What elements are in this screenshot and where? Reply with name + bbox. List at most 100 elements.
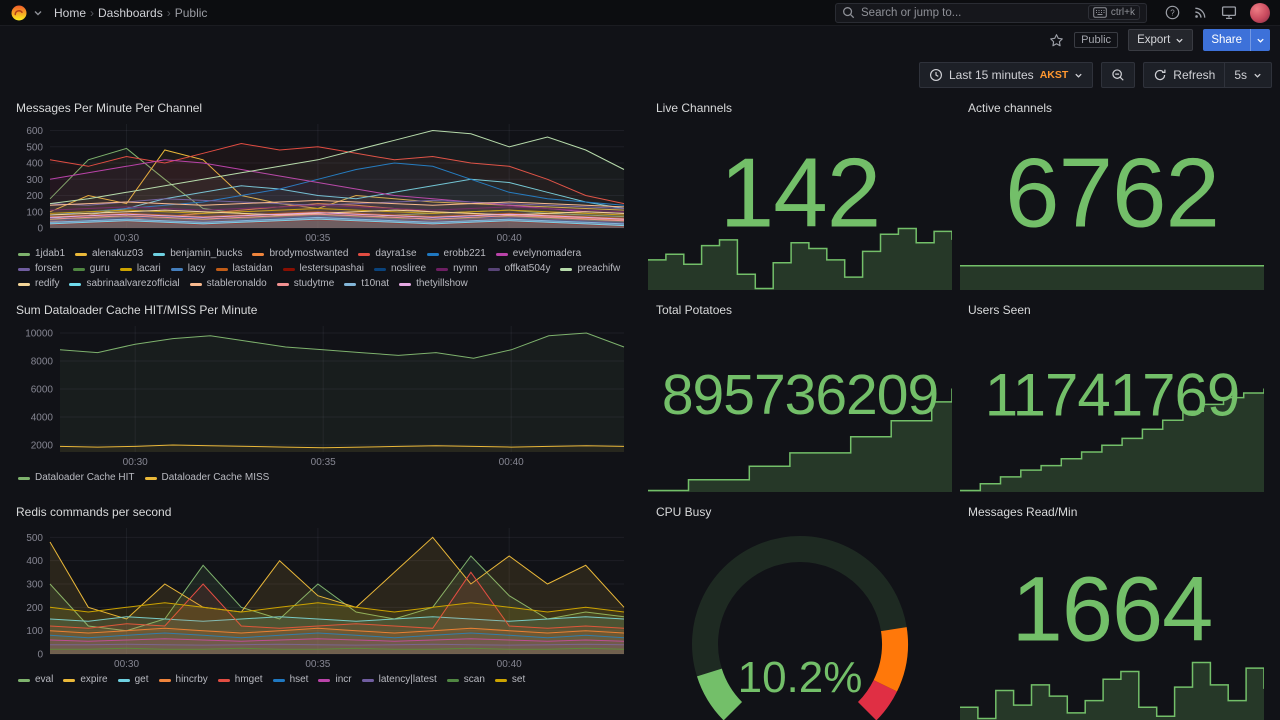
chart-legend: Dataloader Cache HIT Dataloader Cache MIS… [8,468,640,485]
export-button[interactable]: Export [1128,29,1194,51]
panel-title[interactable]: Redis commands per second [16,505,172,519]
legend-item[interactable]: hset [272,673,308,687]
timeseries-chart[interactable]: 0 100 200 300 400 500 600 00:30 00:35 00:40 [16,118,632,244]
legend-item[interactable]: incr [318,673,352,687]
time-range-picker[interactable]: Last 15 minutes AKST [918,62,1094,88]
export-label: Export [1137,34,1171,46]
legend-item[interactable]: hincrby [158,673,208,687]
legend-item[interactable]: forsen [18,262,63,276]
legend-item[interactable]: Dataloader Cache MISS [144,471,269,485]
panel-title[interactable]: Active channels [968,101,1053,115]
panel-messages-read: Messages Read/Min 1664 [960,500,1264,720]
zoom-out-button[interactable] [1101,62,1136,88]
legend-item[interactable]: latency|latest [361,673,437,687]
legend-item[interactable]: lacy [170,262,206,276]
panel-title[interactable]: Messages Read/Min [968,505,1078,519]
legend-item[interactable]: alenakuz03 [75,247,143,261]
legend-item[interactable]: erobb221 [426,247,486,261]
stat-value: 142 [719,137,882,248]
legend-item[interactable]: set [494,673,525,687]
legend-swatch [399,282,412,286]
refresh-interval-dropdown[interactable]: 5s [1224,62,1272,88]
svg-text:8000: 8000 [31,357,54,368]
visibility-tag[interactable]: Public [1074,32,1119,48]
panel-title[interactable]: Live Channels [656,101,733,115]
legend-item[interactable]: lacari [119,262,161,276]
legend-swatch [170,267,183,271]
legend-item[interactable]: nymn [436,262,478,276]
share-menu-button[interactable] [1250,29,1270,51]
legend-item[interactable]: thetyillshow [399,277,468,290]
legend-item[interactable]: preachifw [560,262,620,276]
zoom-out-icon [1112,69,1124,81]
svg-text:00:40: 00:40 [497,233,522,244]
legend-item[interactable]: studytme [276,277,334,290]
legend-item[interactable]: guru [72,262,110,276]
monitor-icon[interactable] [1221,5,1237,20]
panel-cpu-busy: CPU Busy 10.2% [648,500,952,720]
legend-item[interactable]: lastaidan [215,262,273,276]
legend-swatch [276,282,289,286]
share-button[interactable]: Share [1203,29,1250,51]
svg-text:100: 100 [26,626,43,637]
breadcrumb-dashboards[interactable]: Dashboards [98,5,163,20]
org-chevron-down-icon[interactable] [33,8,43,18]
grafana-logo[interactable] [10,4,28,22]
panel-title[interactable]: CPU Busy [656,505,712,519]
legend-swatch [158,678,171,682]
chart-legend: eval expire get hincrby hmget hset incr latency… [8,670,640,687]
legend-item[interactable]: lestersupashai [282,262,364,276]
legend-item[interactable]: offkat504y [487,262,550,276]
help-icon[interactable]: ? [1165,5,1180,20]
legend-item[interactable]: benjamin_bucks [153,247,242,261]
timeseries-chart[interactable]: 2000 4000 6000 8000 10000 00:30 00:35 00:40 [16,320,632,468]
chevron-down-icon [1075,73,1082,78]
search-input[interactable]: Search or jump to... ctrl+k [835,2,1147,23]
legend-item[interactable]: stableronaldo [189,277,267,290]
panel-title[interactable]: Total Potatoes [656,303,733,317]
svg-text:4000: 4000 [31,413,54,424]
breadcrumb-home[interactable]: Home [54,5,87,20]
legend-item[interactable]: hmget [217,673,263,687]
legend-item[interactable]: expire [63,673,108,687]
legend-swatch [153,252,166,256]
legend-item[interactable]: dayra1se [358,247,417,261]
star-icon[interactable] [1049,33,1064,48]
svg-text:00:30: 00:30 [114,659,139,670]
legend-item[interactable]: sabrinaalvarezofficial [69,277,180,290]
legend-item[interactable]: t10nat [344,277,389,290]
legend-item[interactable]: evelynomadera [495,247,581,261]
panel-title[interactable]: Users Seen [968,303,1031,317]
news-rss-icon[interactable] [1193,5,1208,20]
legend-label: nosliree [391,263,427,274]
legend-item[interactable]: redify [18,277,59,290]
breadcrumb-separator: › [166,5,171,20]
svg-text:100: 100 [26,207,43,218]
dashboard-grid: Messages Per Minute Per Channel 0 100 200 3… [8,96,1272,720]
svg-text:400: 400 [26,159,43,170]
user-avatar[interactable] [1250,2,1270,23]
breadcrumb-current[interactable]: Public [174,5,208,20]
refresh-button[interactable]: Refresh [1143,62,1225,88]
legend-item[interactable]: get [117,673,149,687]
legend-item[interactable]: eval [18,673,53,687]
legend-item[interactable]: nosliree [374,262,426,276]
legend-item[interactable]: brodymostwanted [252,247,348,261]
legend-item[interactable]: 1jdab1 [18,247,65,261]
legend-swatch [426,252,439,256]
breadcrumb-separator: › [90,5,95,20]
svg-text:00:40: 00:40 [497,659,522,670]
legend-swatch [144,476,157,480]
legend-swatch [374,267,387,271]
legend-item[interactable]: scan [446,673,485,687]
svg-text:6000: 6000 [31,385,54,396]
timeseries-chart[interactable]: 0 100 200 300 400 500 00:30 00:35 00:40 [16,522,632,670]
legend-label: lacari [136,263,161,274]
sparkline [960,264,1264,290]
panel-title[interactable]: Sum Dataloader Cache HIT/MISS Per Minute [16,303,258,317]
share-split-button: Share [1203,29,1270,51]
panel-title[interactable]: Messages Per Minute Per Channel [16,101,203,115]
legend-item[interactable]: Dataloader Cache HIT [18,471,135,485]
panel-redis-commands: Redis commands per second 0 100 200 300 400 5… [8,500,640,720]
legend-swatch [117,678,130,682]
